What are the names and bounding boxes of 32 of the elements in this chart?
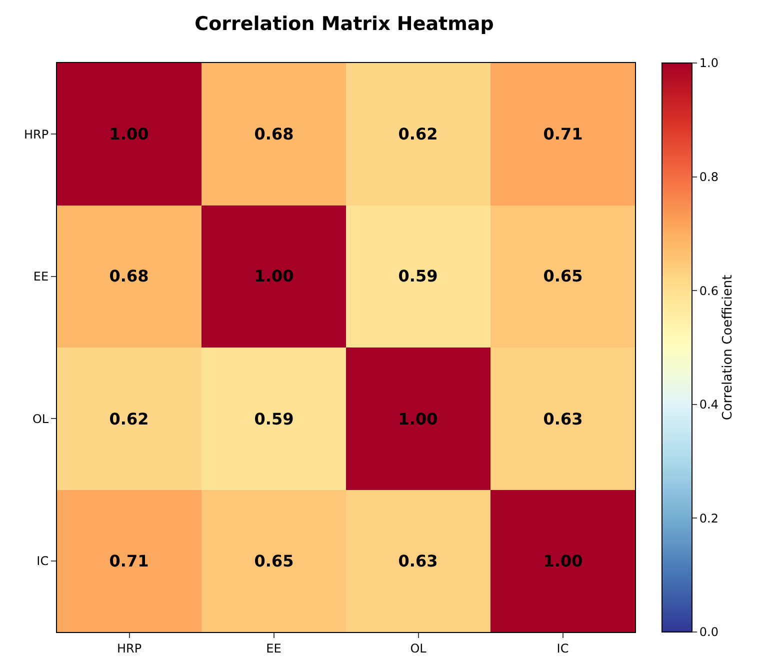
color-bar-label: 0.2 — [699, 511, 718, 526]
data-label: 0.68 — [254, 124, 294, 144]
y-tick-label: HRP — [24, 127, 49, 142]
color-bar-label: 1.0 — [699, 56, 718, 70]
data-label: 0.59 — [254, 410, 294, 429]
color-bar-title: Correlation Coefficient — [720, 274, 736, 420]
data-label: 0.63 — [398, 552, 438, 571]
data-label: 1.00 — [109, 124, 149, 144]
data-label: 0.62 — [109, 410, 149, 429]
data-label: 0.71 — [543, 124, 583, 144]
data-label: 1.00 — [543, 552, 583, 571]
data-label: 1.00 — [398, 410, 438, 429]
x-tick-label: EE — [266, 641, 282, 656]
chart-title: Correlation Matrix Heatmap — [194, 12, 494, 35]
data-label: 0.65 — [543, 266, 583, 286]
x-tick-label: OL — [410, 641, 427, 656]
data-label: 0.63 — [543, 410, 583, 429]
y-tick-label: IC — [36, 554, 49, 568]
x-tick-label: HRP — [116, 641, 142, 656]
data-label: 0.59 — [398, 266, 438, 286]
data-label: 1.00 — [254, 266, 294, 286]
data-label: 0.62 — [398, 124, 438, 144]
color-bar-label: 0.6 — [699, 284, 718, 298]
y-tick-label: EE — [33, 270, 49, 284]
data-label: 0.68 — [109, 266, 149, 286]
color-bar-label: 0.4 — [699, 398, 718, 412]
y-tick-label: OL — [32, 412, 49, 426]
x-tick-label: IC — [556, 641, 569, 656]
data-label: 0.71 — [109, 552, 149, 571]
data-label: 0.65 — [254, 552, 294, 571]
color-bar-label: 0.8 — [699, 170, 718, 184]
color-bar-label: 0.0 — [699, 625, 718, 640]
